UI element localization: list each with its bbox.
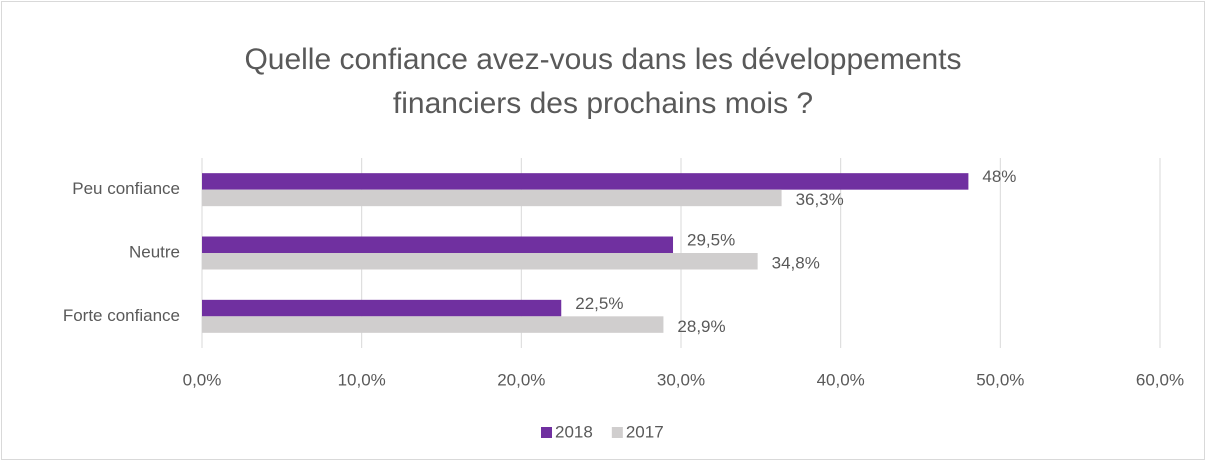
data-label: 48%	[982, 167, 1016, 186]
x-tick-label: 40,0%	[817, 370, 865, 389]
chart-title: Quelle confiance avez-vous dans les déve…	[244, 43, 962, 120]
y-tick-label: Forte confiance	[63, 306, 180, 325]
y-tick-label: Peu confiance	[72, 179, 180, 198]
bar	[202, 299, 562, 317]
data-label: 29,5%	[687, 230, 735, 249]
bar	[202, 316, 664, 333]
legend-swatch	[541, 427, 552, 438]
data-label: 28,9%	[677, 317, 725, 336]
bar	[202, 236, 674, 253]
x-tick-label: 20,0%	[497, 370, 545, 389]
bar	[202, 189, 782, 207]
bar	[202, 253, 758, 270]
bar	[202, 173, 969, 190]
legend-swatch	[611, 427, 623, 438]
x-tick-label: 30,0%	[657, 370, 705, 389]
x-tick-label: 60,0%	[1136, 370, 1184, 389]
data-label: 22,5%	[575, 294, 623, 313]
data-label: 34,8%	[772, 253, 820, 272]
x-tick-label: 10,0%	[338, 370, 386, 389]
y-tick-label: Neutre	[129, 242, 180, 261]
x-tick-label: 50,0%	[976, 370, 1024, 389]
data-label: 36,3%	[796, 190, 844, 209]
x-tick-label: 0,0%	[183, 370, 222, 389]
legend-label: 2017	[626, 422, 664, 441]
legend-label: 2018	[555, 422, 593, 441]
